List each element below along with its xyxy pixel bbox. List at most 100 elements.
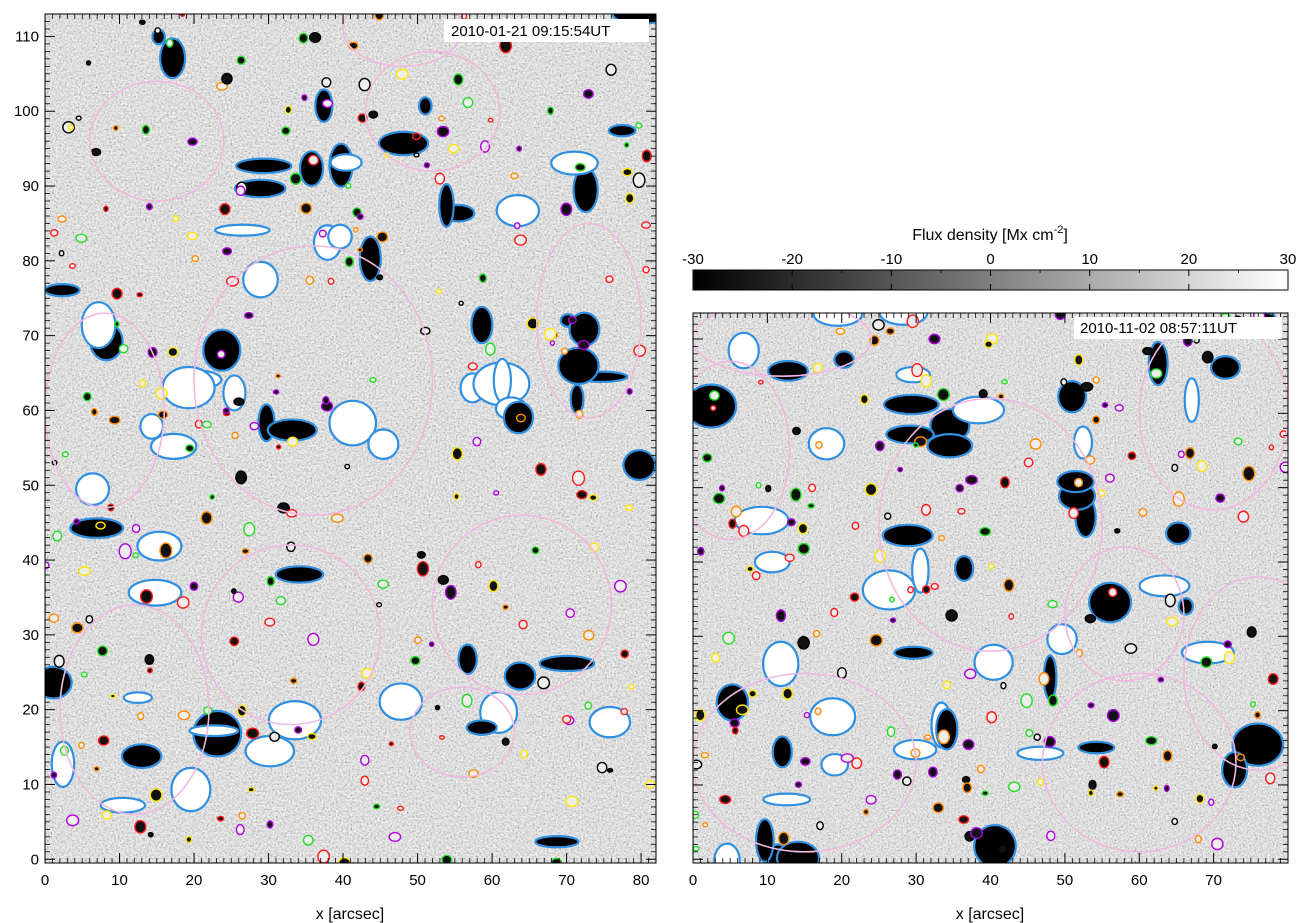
feature-contour — [1104, 473, 1115, 483]
negative-flux-patch — [538, 654, 596, 673]
feature-contour — [307, 732, 317, 741]
feature-contour — [1236, 753, 1245, 762]
xtick-label: 40 — [982, 872, 999, 889]
feature-contour — [159, 542, 173, 559]
feature-contour — [1000, 681, 1007, 690]
feature-contour — [751, 571, 761, 581]
feature-contour — [1200, 656, 1213, 668]
positive-flux-patch — [1183, 377, 1200, 424]
feature-contour — [321, 77, 332, 88]
feature-contour — [275, 444, 282, 450]
feature-contour — [221, 247, 233, 256]
feature-contour — [1184, 447, 1196, 460]
negative-flux-patch — [470, 305, 494, 345]
negative-flux-patch — [1088, 581, 1133, 624]
negative-flux-patch — [893, 645, 934, 660]
feature-contour — [1162, 749, 1173, 762]
positive-flux-patch — [1016, 745, 1065, 761]
supergranule-boundary — [59, 604, 210, 816]
feature-contour — [1087, 702, 1095, 709]
feature-contour — [710, 405, 717, 412]
feature-contour — [167, 346, 179, 358]
feature-contour — [235, 470, 248, 485]
positive-flux-patch — [951, 395, 1006, 425]
feature-contour — [467, 362, 478, 371]
ytick-label: 30 — [22, 627, 39, 644]
feature-contour — [509, 172, 519, 180]
feature-contour — [1171, 817, 1179, 826]
feature-contour — [416, 550, 426, 559]
feature-contour — [155, 387, 168, 400]
feature-contour — [434, 704, 441, 711]
negative-flux-patch — [953, 554, 975, 582]
feature-contour — [1268, 444, 1275, 451]
feature-contour — [222, 407, 230, 414]
feature-contour — [514, 234, 528, 246]
feature-contour — [1054, 313, 1066, 321]
feature-contour — [641, 149, 652, 163]
negative-flux-patch — [235, 157, 293, 175]
feature-contour — [765, 484, 772, 493]
feature-contour — [1138, 508, 1148, 517]
feature-contour — [892, 769, 903, 780]
feature-contour — [626, 388, 633, 395]
feature-contour — [219, 202, 231, 216]
feature-contour — [605, 275, 614, 284]
feature-contour — [247, 786, 255, 793]
positive-flux-patch — [809, 697, 857, 737]
positive-flux-patch — [244, 734, 296, 768]
feature-contour — [942, 680, 952, 690]
feature-contour — [1215, 493, 1226, 503]
feature-contour — [45, 561, 50, 570]
feature-contour — [434, 172, 446, 185]
feature-contour — [1194, 834, 1202, 844]
feature-contour — [275, 373, 282, 379]
feature-contour — [376, 602, 383, 608]
feature-contour — [907, 586, 915, 594]
feature-contour — [797, 542, 811, 555]
timestamp-right: 2010-11-02 08:57:11UT — [1080, 320, 1237, 337]
feature-contour — [976, 764, 985, 774]
supergranule-boundary — [1041, 672, 1237, 853]
ytick-label: 0 — [31, 851, 39, 868]
positive-flux-patch — [492, 357, 513, 403]
feature-contour — [374, 14, 385, 21]
feature-contour — [235, 824, 245, 836]
feature-contour — [1068, 507, 1080, 520]
positive-flux-patch — [727, 331, 760, 370]
feature-contour — [280, 126, 291, 136]
colorbar-title: Flux density [Mx cm-2] — [912, 224, 1068, 244]
feature-contour — [451, 447, 463, 461]
feature-contour — [757, 379, 764, 385]
supergranule-boundary — [200, 544, 382, 726]
feature-contour — [185, 444, 195, 453]
feature-contour — [885, 327, 895, 336]
feature-contour — [987, 563, 995, 570]
feature-contour — [369, 377, 377, 383]
feature-contour — [549, 340, 556, 346]
xtick-label: 10 — [759, 872, 776, 889]
feature-contour — [560, 202, 573, 217]
feature-contour — [544, 327, 557, 341]
feature-contour — [835, 327, 846, 335]
feature-contour — [701, 452, 713, 463]
feature-contour — [269, 731, 280, 742]
colorbar-tick-label: 0 — [986, 251, 994, 268]
feature-contour — [1253, 711, 1262, 719]
feature-contour — [1092, 415, 1101, 425]
feature-contour — [238, 811, 247, 820]
feature-contour — [344, 463, 351, 470]
feature-contour — [85, 614, 94, 624]
feature-contour — [436, 288, 443, 295]
feature-contour — [321, 98, 334, 109]
feature-contour — [792, 426, 801, 436]
feature-contour — [300, 202, 313, 215]
feature-contour — [479, 140, 491, 153]
feature-contour — [711, 652, 721, 663]
feature-contour — [302, 834, 314, 846]
supergranule-boundary — [431, 514, 613, 696]
feature-contour — [1142, 346, 1154, 356]
feature-contour — [518, 619, 528, 630]
feature-contour — [728, 518, 737, 530]
feature-contour — [979, 526, 992, 537]
